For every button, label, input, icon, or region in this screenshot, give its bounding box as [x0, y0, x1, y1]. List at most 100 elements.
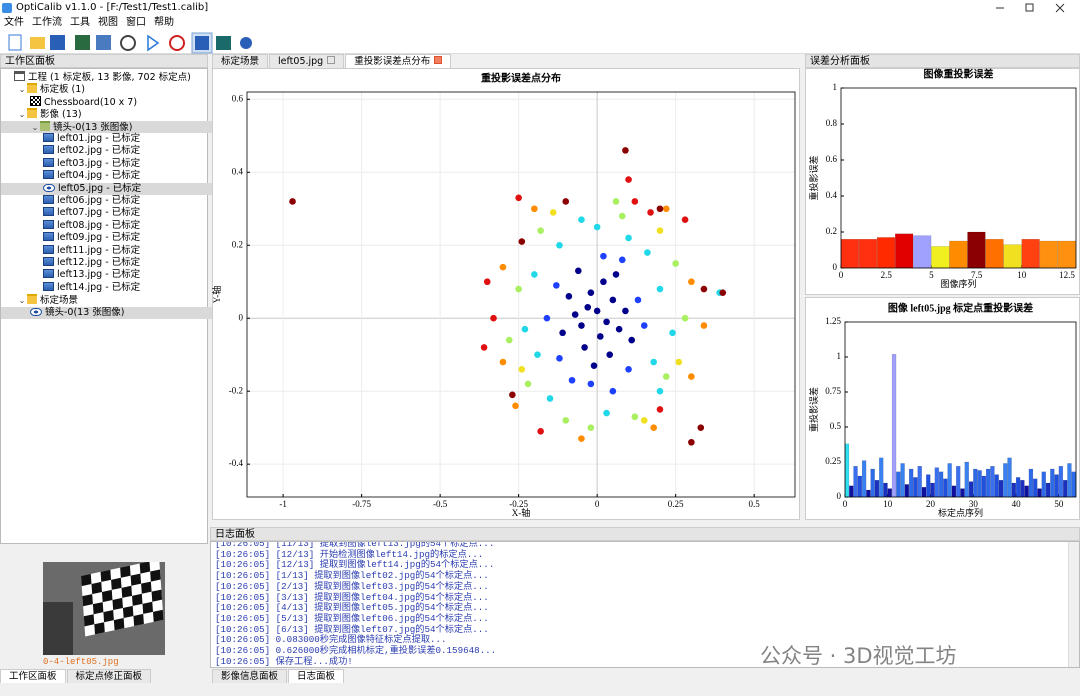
tree-row[interactable]: left01.jpg - 已标定 — [1, 133, 249, 145]
tree-row[interactable]: left14.jpg - 已标定 — [1, 281, 249, 294]
tree-icon — [14, 71, 25, 81]
toolbar-icons[interactable] — [0, 30, 270, 54]
tree-row[interactable]: ⌄ 标定板 (1) — [1, 83, 223, 95]
tool-run[interactable] — [147, 34, 160, 52]
tree-row[interactable]: left02.jpg - 已标定 — [1, 145, 249, 157]
window-title: OptiCalib v1.1.0 - [F:/Test1/Test1.calib… — [16, 2, 209, 13]
chart-panel — [212, 68, 800, 520]
tab-label: 日志面板 — [297, 671, 336, 682]
tab-close — [434, 56, 443, 64]
thumbnail[interactable] — [43, 562, 165, 655]
tree-row[interactable]: 工程 (1 标定板, 13 影像, 702 标定点) — [1, 71, 210, 83]
log-title: 日志面板 — [215, 529, 255, 540]
chart1-panel — [805, 68, 1080, 295]
close[interactable] — [1055, 3, 1065, 13]
tree-row[interactable]: left05.jpg - 已标定 — [1, 182, 249, 195]
tree-icon — [43, 257, 54, 266]
tab[interactable]: 标定场景 — [212, 54, 269, 68]
tree-row[interactable]: left06.jpg - 已标定 — [1, 195, 249, 207]
tree-icon — [43, 145, 54, 155]
tree-label: left14.jpg - 已标定 — [57, 281, 141, 293]
tool-new[interactable] — [8, 34, 22, 51]
tree-label: left12.jpg - 已标定 — [57, 257, 141, 268]
tab[interactable]: 日志面板 — [288, 669, 345, 683]
tree-icon — [40, 120, 50, 131]
menu-item[interactable]: 窗口 — [126, 17, 146, 28]
log-line: [10:26:05] [6/13] 提取到图像left07.jpg的54个标定点… — [215, 623, 489, 635]
tab[interactable]: left05.jpg — [269, 54, 345, 68]
tree-icon — [30, 95, 41, 106]
watermark: 公众号 · 3D视觉工坊 — [760, 644, 957, 668]
menu-item[interactable]: 视图 — [98, 17, 118, 28]
log-line: [10:26:05] [4/13] 提取到图像left05.jpg的54个标定点… — [215, 602, 489, 614]
thumbnail-image — [43, 562, 165, 655]
chart2-panel — [805, 297, 1080, 520]
tool-board[interactable] — [75, 35, 90, 50]
tree-icon — [43, 133, 54, 142]
tree-row[interactable]: left12.jpg - 已标定 — [1, 257, 249, 269]
tree-row[interactable]: left04.jpg - 已标定 — [1, 170, 249, 182]
window-controls[interactable] — [990, 0, 1080, 16]
menu-item[interactable]: 工作流 — [32, 17, 62, 28]
tree-row[interactable]: left13.jpg - 已标定 — [1, 269, 249, 281]
tab-label: 标定场景 — [221, 56, 260, 67]
tree-icon — [43, 269, 54, 279]
maximize[interactable] — [1025, 3, 1034, 12]
tree-row[interactable]: left07.jpg - 已标定 — [1, 207, 249, 219]
tree-row[interactable]: ⌄ 标定场景 — [1, 294, 223, 306]
tool-pattern[interactable] — [195, 36, 209, 50]
tree-row[interactable]: left03.jpg - 已标定 — [1, 157, 249, 170]
tool-open[interactable] — [30, 37, 45, 49]
tab-label: 工作区面板 — [9, 671, 57, 682]
log-tabs: 影像信息面板 日志面板 — [212, 669, 512, 683]
tool-user[interactable] — [240, 37, 252, 49]
tree-icon — [27, 294, 37, 305]
log-line: [10:26:05] [5/13] 提取到图像left06.jpg的54个标定点… — [215, 612, 489, 624]
expand-arrow: ⌄ — [18, 110, 26, 120]
tab[interactable]: 重投影误差点分布 — [345, 54, 452, 68]
tree-icon — [27, 83, 37, 94]
tree-label: 工程 (1 标定板, 13 影像, 702 标定点) — [28, 72, 191, 83]
log-scrollbar[interactable] — [1068, 542, 1079, 667]
tab[interactable]: 影像信息面板 — [212, 669, 288, 683]
menu-bar: 文件 工作流 工具 视图 窗口 帮助 — [0, 16, 1080, 30]
log-line: [10:26:05] [2/13] 提取到图像left03.jpg的54个标定点… — [215, 580, 489, 592]
tree-row[interactable]: ⌄ 影像 (13) — [1, 108, 223, 120]
log-line: [10:26:05] [12/13] 开始检测图像left14.jpg的标定点.… — [215, 548, 484, 560]
tree-row[interactable]: left11.jpg - 已标定 — [1, 244, 249, 257]
tool-save[interactable] — [50, 35, 65, 50]
log-line: [10:26:05] [11/13] 提取到图像left13.jpg的54个标定… — [215, 541, 495, 549]
menu-item[interactable]: 工具 — [70, 17, 90, 28]
tree-icon — [43, 170, 54, 180]
tree-row[interactable]: left09.jpg - 已标定 — [1, 232, 249, 244]
tree-row[interactable]: Chessboard(10 x 7) — [1, 95, 236, 108]
tree-row[interactable]: 镜头-0(13 张图像) — [1, 306, 236, 319]
workspace-header: 工作区面板 — [0, 54, 208, 68]
toolbar — [0, 30, 1080, 54]
tool-view[interactable] — [216, 36, 231, 50]
tree-label: 镜头-0(13 张图像) — [53, 121, 133, 133]
app-icon — [2, 3, 12, 13]
tree-row[interactable]: left08.jpg - 已标定 — [1, 219, 249, 232]
tool-refresh[interactable] — [169, 35, 185, 51]
tree-icon — [43, 157, 54, 167]
tree-row[interactable]: ⌄ 镜头-0(13 张图像) — [1, 120, 236, 133]
tree-label: left02.jpg - 已标定 — [57, 145, 141, 157]
tab[interactable]: 工作区面板 — [0, 669, 66, 683]
log-line: [10:26:05] [1/13] 提取到图像left02.jpg的54个标定点… — [215, 570, 489, 582]
left-tabs: 工作区面板 标定点修正面板 — [0, 669, 208, 683]
tree-label: left08.jpg - 已标定 — [57, 219, 141, 231]
menu-item[interactable]: 帮助 — [154, 17, 174, 28]
tree-label: 影像 (13) — [40, 109, 82, 121]
tab[interactable]: 标定点修正面板 — [66, 669, 152, 683]
tree-label: left09.jpg - 已标定 — [57, 232, 141, 244]
right-header: 误差分析面板 — [805, 54, 1080, 68]
tab-label: 影像信息面板 — [221, 671, 279, 682]
log-line: [10:26:05] 0.083000秒完成图像特征标定点提取... — [215, 634, 447, 646]
tool-image[interactable] — [96, 35, 111, 50]
menu-item[interactable]: 文件 — [4, 17, 24, 28]
tree-icon — [43, 195, 54, 204]
tool-settings[interactable] — [120, 35, 136, 51]
